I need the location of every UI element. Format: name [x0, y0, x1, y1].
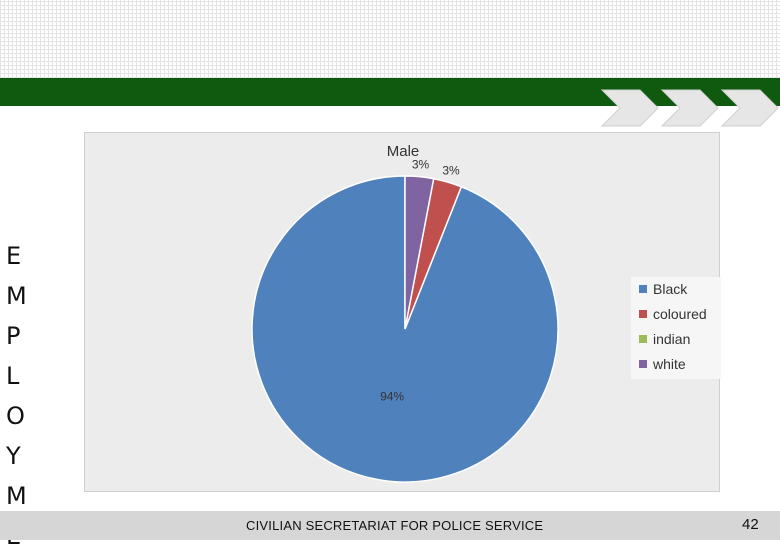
side-letter: E: [6, 242, 22, 270]
pie-slice-white: [404, 175, 435, 330]
legend-label: indian: [653, 331, 691, 347]
pie-chart-area: Male 94% 3% 3% Black coloured indian white: [84, 132, 721, 492]
chart-title: Male: [386, 143, 420, 160]
legend-label: Black: [653, 281, 688, 297]
legend-swatch: [639, 285, 647, 293]
chevron-icon: [720, 89, 779, 127]
side-letter: Y: [6, 442, 21, 470]
side-letter: O: [6, 402, 25, 430]
legend-item-black: Black: [639, 281, 687, 299]
data-label-white: 3%: [412, 158, 430, 172]
legend-label: white: [653, 356, 686, 372]
legend-item-coloured: coloured: [639, 306, 707, 324]
side-letter: M: [6, 282, 27, 310]
pie-chart: 94% 3% 3%: [251, 158, 559, 483]
legend-item-indian: indian: [639, 331, 690, 349]
side-letter: M: [6, 482, 27, 510]
page-number: 42: [742, 516, 759, 533]
data-label-black: 94%: [380, 390, 404, 404]
header-pattern: [0, 0, 780, 78]
footer-bar: [0, 511, 780, 540]
chart-legend: Black coloured indian white: [631, 277, 721, 379]
side-letter: L: [6, 362, 20, 390]
legend-swatch: [639, 310, 647, 318]
legend-item-white: white: [639, 356, 686, 374]
side-vertical-word: E M P L O Y M E: [6, 236, 36, 556]
chevron-icon: [660, 89, 719, 127]
legend-swatch: [639, 360, 647, 368]
footer-organization: CIVILIAN SECRETARIAT FOR POLICE SERVICE: [246, 518, 544, 533]
data-label-coloured: 3%: [442, 164, 460, 178]
legend-swatch: [639, 335, 647, 343]
side-letter: P: [6, 322, 21, 350]
chevron-decoration: [600, 86, 780, 130]
chevron-icon: [600, 89, 659, 127]
legend-label: coloured: [653, 306, 707, 322]
